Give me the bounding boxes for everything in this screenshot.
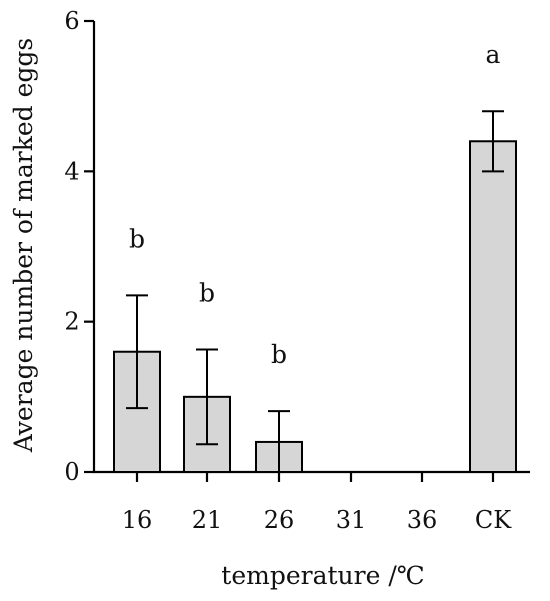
x-axis-title: temperature /℃ bbox=[221, 561, 424, 590]
y-tick-label: 0 bbox=[64, 458, 79, 486]
y-tick-label: 6 bbox=[64, 7, 79, 35]
y-axis: 0 2 4 6 bbox=[64, 7, 96, 486]
y-tick-label: 4 bbox=[64, 157, 79, 185]
error-bars bbox=[126, 110, 504, 473]
x-tick-label: 21 bbox=[192, 506, 223, 534]
x-tick-label: 16 bbox=[122, 506, 153, 534]
y-axis-title: Average number of marked eggs bbox=[9, 38, 38, 454]
significance-label: b bbox=[199, 278, 215, 307]
bar-CK bbox=[469, 140, 517, 473]
x-tick-label: 31 bbox=[336, 506, 367, 534]
x-axis: 16 21 26 31 36 CK bbox=[93, 470, 530, 534]
bars bbox=[113, 140, 517, 474]
significance-label: b bbox=[129, 224, 145, 253]
y-tick-label: 2 bbox=[64, 308, 79, 336]
x-tick-label: CK bbox=[475, 506, 512, 534]
x-tick-label: 36 bbox=[407, 506, 438, 534]
x-tick-label: 26 bbox=[264, 506, 295, 534]
significance-label: a bbox=[486, 40, 501, 69]
significance-label: b bbox=[271, 340, 287, 369]
significance-labels: b b b a bbox=[129, 40, 501, 369]
